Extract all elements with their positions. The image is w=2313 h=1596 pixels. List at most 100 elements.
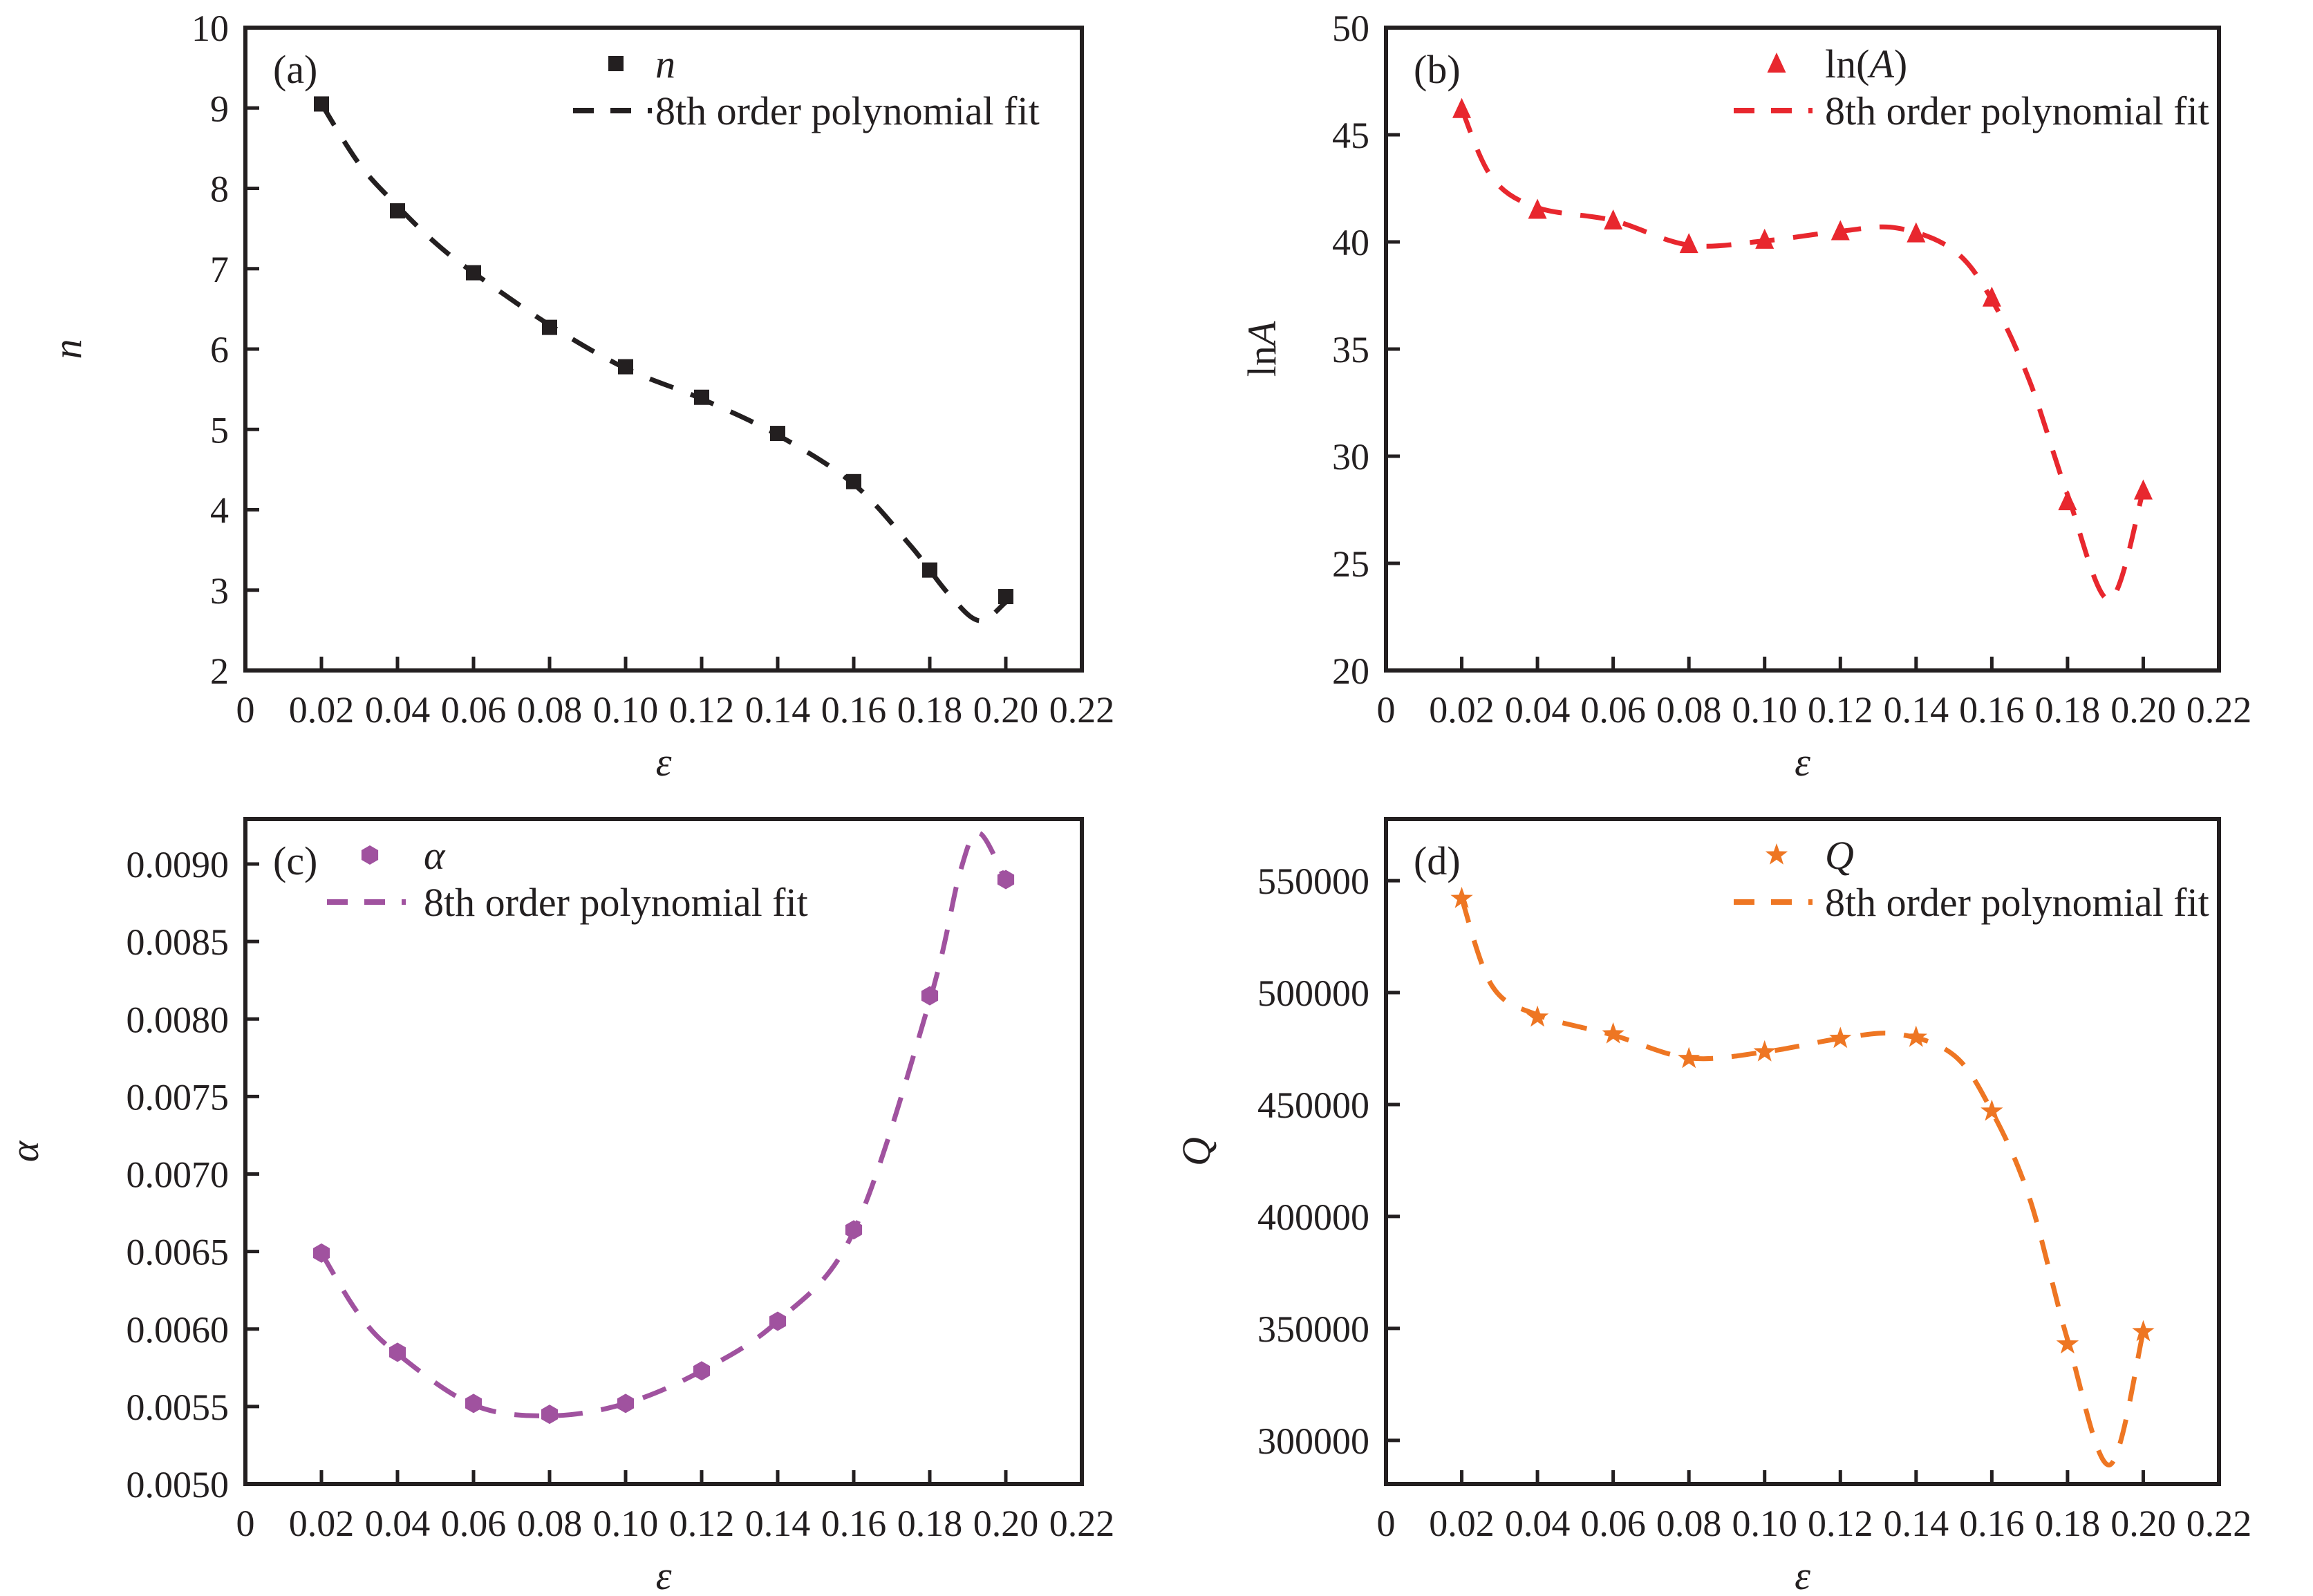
x-tick-label: 0.16 bbox=[1959, 1503, 2025, 1544]
legend-series-label: Q bbox=[1825, 833, 1854, 878]
x-tick-label: 0.14 bbox=[745, 1503, 811, 1544]
data-marker bbox=[1602, 1022, 1624, 1044]
y-tick-label: 6 bbox=[210, 329, 229, 370]
x-tick-label: 0.12 bbox=[669, 689, 735, 731]
x-tick-label: 0.16 bbox=[821, 689, 887, 731]
x-tick-label: 0.04 bbox=[365, 1503, 431, 1544]
data-marker bbox=[466, 265, 481, 281]
y-tick-label: 0.0090 bbox=[127, 844, 230, 885]
x-tick-label: 0 bbox=[236, 1503, 255, 1544]
x-tick-label: 0.04 bbox=[1505, 689, 1571, 731]
y-tick-label: 0.0060 bbox=[127, 1309, 230, 1351]
y-axis-label: lnA bbox=[1239, 321, 1284, 377]
y-tick-label: 0.0070 bbox=[127, 1154, 230, 1196]
data-marker bbox=[846, 473, 861, 489]
y-tick-label: 300000 bbox=[1257, 1420, 1369, 1462]
legend-marker bbox=[608, 56, 624, 71]
x-tick-label: 0 bbox=[236, 689, 255, 731]
x-tick-label: 0.18 bbox=[2035, 1503, 2101, 1544]
y-tick-label: 40 bbox=[1332, 222, 1369, 263]
data-marker bbox=[769, 1311, 787, 1331]
data-marker bbox=[1452, 97, 1472, 118]
y-tick-label: 35 bbox=[1332, 329, 1369, 370]
x-tick-label: 0.02 bbox=[1429, 689, 1495, 731]
panel-label: (c) bbox=[273, 838, 317, 883]
x-tick-label: 0.10 bbox=[1732, 1503, 1797, 1544]
legend-marker bbox=[1767, 53, 1786, 73]
y-tick-label: 50 bbox=[1332, 8, 1369, 49]
x-tick-label: 0.08 bbox=[1656, 1503, 1722, 1544]
x-tick-label: 0.06 bbox=[441, 1503, 507, 1544]
data-marker bbox=[997, 870, 1015, 890]
y-tick-label: 0.0050 bbox=[127, 1464, 230, 1505]
data-marker bbox=[542, 319, 557, 335]
data-marker bbox=[541, 1405, 559, 1425]
plot-box bbox=[243, 817, 1084, 1486]
legend-series-label: ln(A) bbox=[1825, 41, 1907, 86]
x-tick-label: 0.22 bbox=[2186, 689, 2252, 731]
legend-series-label: n bbox=[655, 41, 675, 86]
x-tick-label: 0.12 bbox=[669, 1503, 735, 1544]
y-tick-label: 0.0085 bbox=[127, 921, 230, 963]
x-tick-label: 0.16 bbox=[821, 1503, 887, 1544]
y-tick-label: 30 bbox=[1332, 436, 1369, 478]
data-marker bbox=[2056, 1332, 2079, 1354]
panel-label: (d) bbox=[1414, 838, 1461, 883]
data-marker bbox=[1755, 228, 1774, 249]
panel-b: 0 0.02 0.04 0.06 0.08 0.10 0.12 0.14 0.16 0.18 0.2… bbox=[1239, 8, 2251, 785]
y-tick-label: 10 bbox=[191, 8, 229, 49]
data-marker bbox=[465, 1393, 483, 1414]
x-tick-label: 0.10 bbox=[1732, 689, 1797, 731]
fit-curve bbox=[319, 830, 1009, 1418]
data-marker bbox=[312, 1243, 330, 1263]
legend-fit-label: 8th order polynomial fit bbox=[424, 880, 808, 925]
y-tick-label: 9 bbox=[210, 88, 229, 129]
y-tick-label: 25 bbox=[1332, 543, 1369, 585]
x-tick-label: 0.16 bbox=[1959, 689, 2025, 731]
x-axis-label: ε bbox=[1795, 740, 1810, 785]
data-marker bbox=[1450, 887, 1473, 908]
x-tick-label: 0.02 bbox=[1429, 1503, 1495, 1544]
data-marker bbox=[617, 1393, 635, 1414]
x-tick-label: 0.12 bbox=[1808, 1503, 1873, 1544]
data-marker bbox=[694, 389, 709, 405]
x-tick-label: 0.20 bbox=[2110, 1503, 2176, 1544]
y-tick-label: 45 bbox=[1332, 115, 1369, 156]
data-marker bbox=[1830, 220, 1850, 241]
data-marker bbox=[845, 1220, 863, 1240]
data-marker bbox=[2133, 479, 2153, 500]
x-tick-label: 0.10 bbox=[593, 689, 659, 731]
y-tick-label: 0.0075 bbox=[127, 1076, 230, 1118]
legend-marker bbox=[361, 845, 379, 865]
x-tick-label: 0.08 bbox=[517, 689, 583, 731]
y-tick-label: 3 bbox=[210, 570, 229, 612]
data-marker bbox=[1604, 209, 1623, 229]
legend-fit-label: 8th order polynomial fit bbox=[1825, 88, 2209, 133]
y-tick-label: 400000 bbox=[1257, 1196, 1369, 1238]
y-axis-label: α bbox=[2, 1140, 47, 1162]
fit-curve bbox=[319, 102, 1008, 623]
y-tick-label: 350000 bbox=[1257, 1308, 1369, 1350]
data-marker bbox=[1753, 1040, 1776, 1062]
data-marker bbox=[921, 986, 939, 1006]
y-tick-label: 5 bbox=[210, 409, 229, 451]
y-tick-label: 7 bbox=[210, 249, 229, 290]
x-tick-label: 0.04 bbox=[1505, 1503, 1571, 1544]
x-tick-label: 0.14 bbox=[1884, 1503, 1949, 1544]
panel-c: 0 0.02 0.04 0.06 0.08 0.10 0.12 0.14 0.16 0.18 0.2… bbox=[2, 817, 1114, 1596]
x-tick-label: 0.18 bbox=[897, 689, 963, 731]
x-axis-label: ε bbox=[656, 740, 672, 785]
legend-fit-label: 8th order polynomial fit bbox=[1825, 880, 2209, 925]
y-tick-label: 0.0055 bbox=[127, 1387, 230, 1428]
data-marker bbox=[922, 562, 937, 578]
x-tick-label: 0.08 bbox=[1656, 689, 1722, 731]
x-tick-label: 0 bbox=[1377, 1503, 1396, 1544]
panel-label: (a) bbox=[273, 47, 317, 92]
y-axis-label: Q bbox=[1174, 1137, 1219, 1166]
panel-a: 0 0.02 0.04 0.06 0.08 0.10 0.12 0.14 0.16 0.18 0.2… bbox=[45, 8, 1114, 785]
data-marker bbox=[770, 426, 785, 442]
data-marker bbox=[1982, 286, 2001, 307]
x-axis-label: ε bbox=[1795, 1553, 1810, 1596]
data-marker bbox=[2132, 1320, 2155, 1342]
